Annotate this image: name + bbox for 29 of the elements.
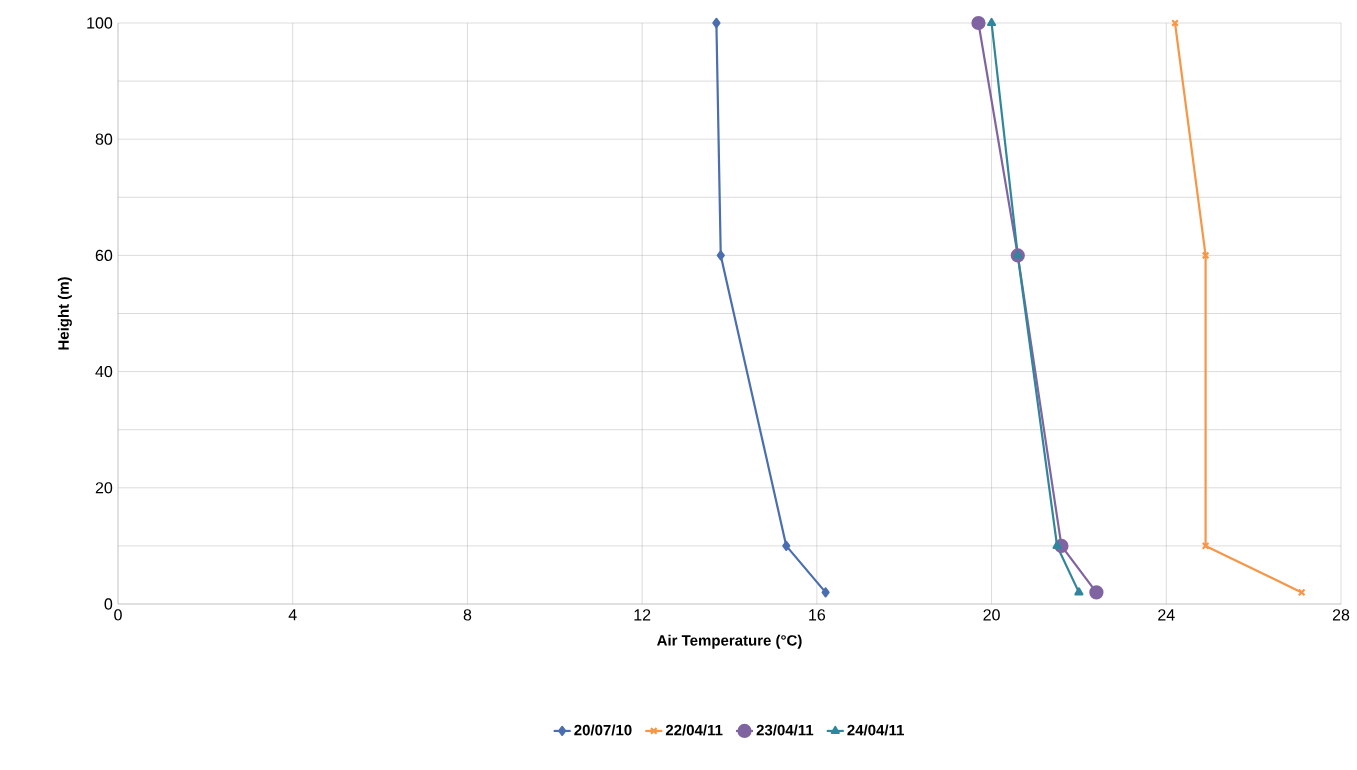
x-tick-label: 28 xyxy=(1332,609,1350,621)
y-tick-label: 20 xyxy=(95,482,113,494)
point xyxy=(987,17,997,27)
x-tick-label: 20 xyxy=(983,609,1000,621)
point xyxy=(1201,541,1210,550)
x-tick-label: 24 xyxy=(1158,609,1175,621)
x-axis-title: Air Temperature (°C) xyxy=(657,634,802,649)
x-tick-label: 0 xyxy=(114,609,122,621)
x-tick-label: 4 xyxy=(288,609,297,621)
legend-label: 24/04/11 xyxy=(847,724,904,736)
legend-label: 20/07/10 xyxy=(574,724,632,736)
y-axis-title: Height (m) xyxy=(57,277,72,350)
point xyxy=(1089,585,1104,600)
point xyxy=(971,15,986,31)
point xyxy=(821,587,830,598)
x-tick-label: 12 xyxy=(634,609,651,621)
point xyxy=(716,250,725,261)
y-tick-label: 80 xyxy=(95,133,113,145)
legend-label: 23/04/11 xyxy=(756,724,814,736)
point xyxy=(782,540,791,552)
y-tick-label: 60 xyxy=(95,249,113,262)
x-tick-label: 8 xyxy=(463,609,472,621)
legend-label: 22/04/11 xyxy=(665,724,723,736)
y-tick-label: 0 xyxy=(104,598,113,610)
y-tick-label: 40 xyxy=(95,365,113,378)
x-tick-label: 16 xyxy=(809,609,826,621)
point xyxy=(1074,587,1084,596)
point xyxy=(712,17,721,29)
y-tick-label: 100 xyxy=(87,17,113,29)
